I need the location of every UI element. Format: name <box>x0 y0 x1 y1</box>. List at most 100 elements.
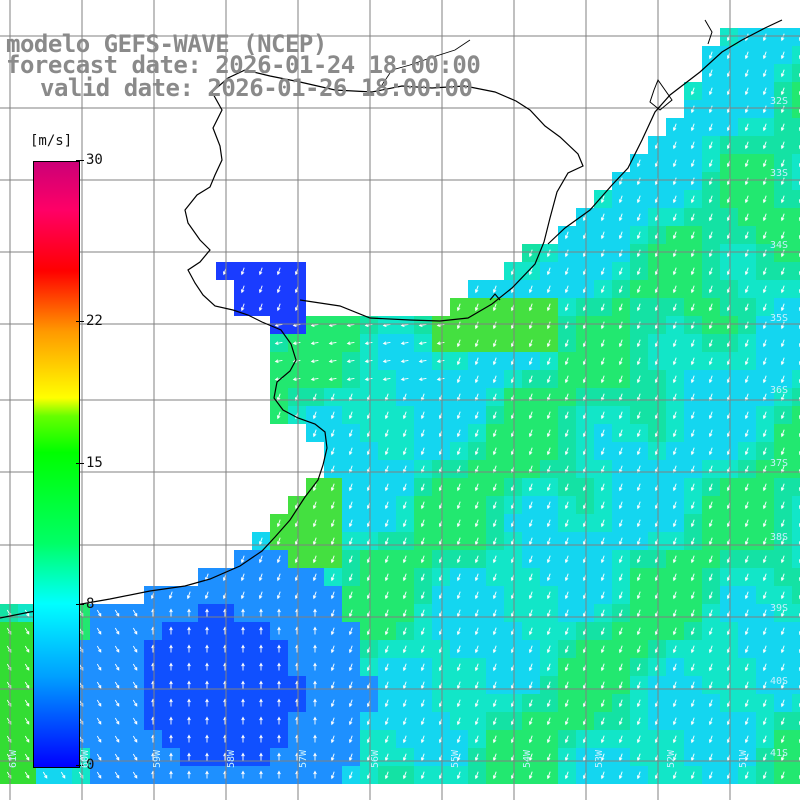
wind-arrow <box>564 231 569 240</box>
wind-arrow <box>258 573 263 582</box>
wind-arrow <box>690 591 695 600</box>
wind-arrow <box>330 717 335 726</box>
wind-arrow <box>24 753 30 761</box>
wind-arrow <box>708 699 713 708</box>
wind-arrow <box>313 680 317 689</box>
wind-arrow <box>474 285 479 294</box>
wind-arrow <box>528 285 533 294</box>
wind-arrow <box>600 339 605 348</box>
wind-arrow <box>528 357 533 366</box>
wind-arrow <box>744 771 749 780</box>
wind-arrow <box>474 375 479 384</box>
wind-arrow <box>762 699 767 708</box>
wind-arrow <box>708 717 713 726</box>
wind-arrow <box>618 699 623 708</box>
colorbar-units: [m/s] <box>30 133 73 149</box>
wind-arrow <box>618 357 623 366</box>
wind-arrow <box>672 735 677 744</box>
wind-arrow <box>241 716 245 725</box>
wind-speed-cell <box>792 424 800 442</box>
wind-arrow <box>258 303 263 312</box>
wind-speed-field <box>0 28 800 784</box>
wind-arrow <box>528 411 533 420</box>
wind-arrow <box>762 555 767 564</box>
wind-arrow <box>313 662 317 671</box>
wind-arrow <box>241 698 245 707</box>
wind-arrow <box>780 105 785 114</box>
wind-arrow <box>690 429 695 438</box>
wind-arrow <box>618 591 623 600</box>
wind-arrow <box>240 285 245 294</box>
wind-arrow <box>348 627 353 636</box>
wind-arrow <box>492 303 497 312</box>
wind-arrow <box>492 717 497 726</box>
wind-arrow <box>600 771 605 780</box>
wind-arrow <box>528 447 533 456</box>
wind-arrow <box>564 339 569 348</box>
wind-arrow <box>384 429 389 438</box>
wind-arrow <box>187 698 191 707</box>
wind-speed-cell <box>792 352 800 370</box>
longitude-label: 52W <box>666 749 677 768</box>
wind-arrow <box>528 573 533 582</box>
wind-arrow <box>420 771 425 780</box>
wind-arrow <box>762 429 767 438</box>
wind-arrow <box>780 519 785 528</box>
wind-arrow <box>762 519 767 528</box>
wind-arrow <box>384 645 389 654</box>
longitude-label: 61W <box>8 749 19 768</box>
wind-arrow <box>762 537 767 546</box>
wind-arrow <box>277 680 281 689</box>
latitude-label: 32S <box>769 96 788 107</box>
wind-arrow <box>564 375 569 384</box>
wind-arrow <box>330 699 335 708</box>
wind-arrow <box>600 645 605 654</box>
wind-arrow <box>636 771 641 780</box>
wind-arrow <box>708 447 713 456</box>
wind-arrow <box>364 377 373 382</box>
wind-arrow <box>276 591 281 600</box>
wind-arrow <box>546 321 551 330</box>
wind-arrow <box>744 735 749 744</box>
wind-arrow <box>456 429 461 438</box>
wind-speed-cell <box>792 496 800 514</box>
wind-arrow <box>672 249 677 258</box>
wind-arrow <box>618 213 623 222</box>
wind-arrow <box>744 501 749 510</box>
wind-arrow <box>187 680 191 689</box>
wind-arrow <box>474 609 479 618</box>
wind-arrow <box>780 123 785 132</box>
wind-arrow <box>780 69 785 78</box>
wind-arrow <box>528 321 533 330</box>
wind-arrow <box>762 411 767 420</box>
wind-arrow <box>492 483 497 492</box>
wind-arrow <box>618 249 623 258</box>
wind-arrow <box>762 627 767 636</box>
wind-arrow <box>456 627 461 636</box>
wind-arrow <box>420 753 425 762</box>
wind-arrow <box>402 699 407 708</box>
wind-arrow <box>636 645 641 654</box>
wind-arrow <box>420 681 425 690</box>
wind-arrow <box>744 105 749 114</box>
wind-arrow <box>96 681 102 689</box>
wind-arrow <box>618 375 623 384</box>
wind-arrow <box>277 662 281 671</box>
wind-arrow <box>618 285 623 294</box>
wind-arrow <box>241 734 245 743</box>
wind-arrow <box>546 519 551 528</box>
wind-arrow <box>708 375 713 384</box>
wind-arrow <box>672 681 677 690</box>
wind-arrow <box>492 357 497 366</box>
wind-arrow <box>744 123 749 132</box>
wind-arrow <box>762 663 767 672</box>
wind-arrow <box>420 411 425 420</box>
wind-arrow <box>564 303 569 312</box>
model-title: modelo GEFS-WAVE (NCEP) <box>6 30 327 58</box>
wind-arrow <box>168 591 173 600</box>
wind-arrow <box>600 681 605 690</box>
wind-speed-cell <box>792 766 800 784</box>
wind-arrow <box>96 717 102 725</box>
wind-arrow <box>330 591 335 600</box>
